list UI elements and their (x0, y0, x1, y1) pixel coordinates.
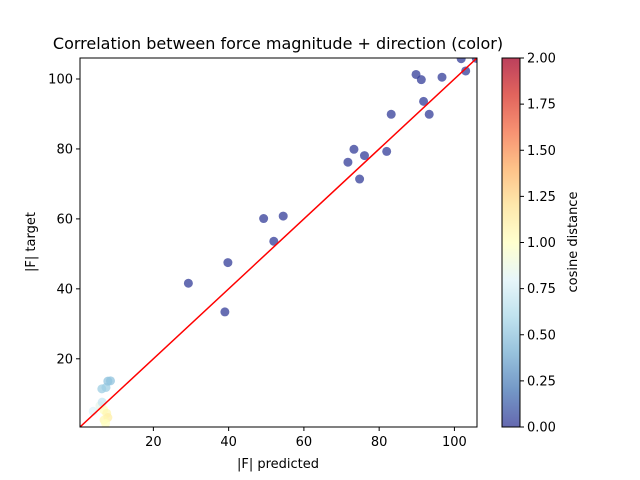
colorbar-ticks: 0.00 0.25 0.50 0.75 1.00 1.25 1.50 1.75 2.00 (520, 52, 556, 436)
colorbar-tick-label: 0.00 (527, 421, 556, 436)
data-point (97, 397, 107, 407)
data-point (359, 151, 369, 161)
data-point (259, 214, 269, 224)
identity-reference-line (80, 58, 477, 427)
colorbar-tick-label: 0.50 (527, 328, 556, 343)
colorbar-tick-label: 1.75 (527, 98, 556, 113)
colorbar-tick-label: 1.25 (527, 190, 556, 205)
data-point (382, 146, 392, 156)
x-tick-label: 80 (371, 435, 388, 450)
x-tick-label: 40 (220, 435, 237, 450)
data-point (437, 72, 447, 82)
data-point (386, 109, 396, 119)
data-point (349, 144, 359, 154)
y-axis-label: |F| target (24, 212, 39, 272)
data-point (223, 258, 233, 268)
data-point (278, 211, 288, 221)
colorbar-tick-label: 0.25 (527, 374, 556, 389)
data-point (101, 419, 111, 427)
x-tick-label: 60 (296, 435, 313, 450)
colorbar-label: cosine distance (566, 192, 581, 293)
y-axis-ticks: 20 40 60 80 100 (48, 72, 80, 367)
data-point (183, 278, 193, 288)
y-tick-label: 60 (56, 212, 73, 227)
x-axis-ticks: 20 40 60 80 100 (145, 427, 467, 450)
data-point (419, 96, 429, 106)
y-tick-label: 80 (56, 142, 73, 157)
x-tick-label: 100 (442, 435, 467, 450)
x-axis-label: |F| predicted (237, 457, 319, 472)
data-point (456, 58, 466, 64)
colorbar-tick-label: 1.00 (527, 236, 556, 251)
data-point (269, 236, 279, 246)
data-point (220, 307, 230, 317)
data-point (461, 66, 471, 76)
points-layer (88, 58, 477, 427)
x-tick-label: 20 (145, 435, 162, 450)
y-tick-label: 100 (48, 72, 73, 87)
colorbar-tick-label: 2.00 (527, 52, 556, 67)
plot-frame (79, 57, 478, 428)
data-point (355, 174, 365, 184)
y-tick-label: 40 (56, 282, 73, 297)
colorbar-tick-label: 0.75 (527, 282, 556, 297)
colorbar (502, 58, 520, 427)
data-point (343, 157, 353, 167)
data-point (424, 109, 434, 119)
y-tick-label: 20 (56, 352, 73, 367)
chart-title: Correlation between force magnitude + di… (53, 34, 503, 53)
data-point (105, 376, 115, 386)
data-point (416, 75, 426, 85)
colorbar-tick-label: 1.50 (527, 144, 556, 159)
